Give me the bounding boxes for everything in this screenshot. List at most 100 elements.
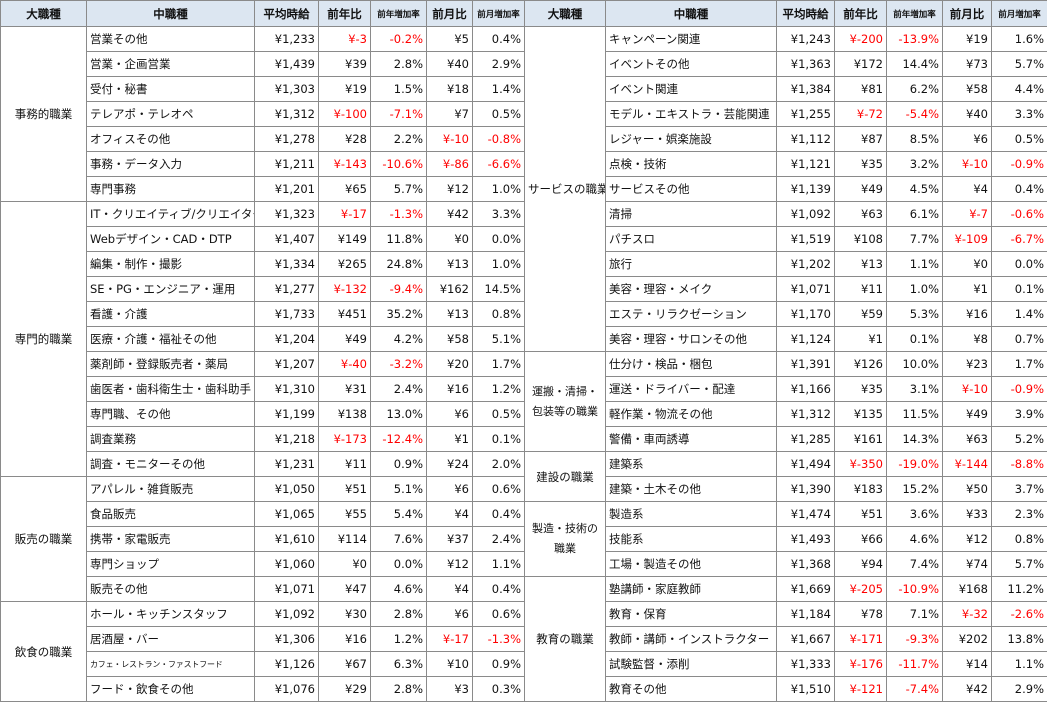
sub-category-cell: 薬剤師・登録販売者・薬局 [86, 351, 255, 377]
avg-wage-cell: ¥1,323 [254, 201, 319, 227]
header-avg-wage: 平均時給 [254, 0, 319, 27]
yoy-rate-cell: -13.9% [886, 26, 943, 52]
table-row: イベント関連 ¥1,384 ¥81 6.2% ¥58 4.4% [525, 76, 1047, 102]
sub-category-cell: 建築系 [605, 451, 777, 477]
table-row: 教師・講師・インストラクター ¥1,667 ¥-171 -9.3% ¥202 13.8% [525, 626, 1047, 652]
yoy-cell: ¥78 [834, 601, 887, 627]
table-row: 販売その他 ¥1,071 ¥47 4.6% ¥4 0.4% [1, 576, 525, 602]
yoy-rate-cell: 5.3% [886, 301, 943, 327]
yoy-rate-cell: 5.1% [370, 476, 427, 502]
mom-rate-cell: 4.4% [991, 76, 1047, 102]
mom-rate-cell: 1.6% [991, 26, 1047, 52]
yoy-rate-cell: 7.6% [370, 526, 427, 552]
mom-cell: ¥73 [942, 51, 992, 77]
yoy-rate-cell: 4.2% [370, 326, 427, 352]
yoy-cell: ¥126 [834, 351, 887, 377]
yoy-rate-cell: 7.1% [886, 601, 943, 627]
sub-category-cell: 医療・介護・福祉その他 [86, 326, 255, 352]
avg-wage-cell: ¥1,733 [254, 301, 319, 327]
yoy-rate-cell: 1.0% [886, 276, 943, 302]
yoy-cell: ¥161 [834, 426, 887, 452]
mom-cell: ¥19 [942, 26, 992, 52]
mom-rate-cell: -0.6% [991, 201, 1047, 227]
table-row: 教育・保育 ¥1,184 ¥78 7.1% ¥-32 -2.6% [525, 601, 1047, 627]
table-row: 点検・技術 ¥1,121 ¥35 3.2% ¥-10 -0.9% [525, 151, 1047, 177]
mom-cell: ¥-10 [942, 151, 992, 177]
sub-category-cell: 編集・制作・撮影 [86, 251, 255, 277]
avg-wage-cell: ¥1,139 [776, 176, 835, 202]
yoy-cell: ¥49 [318, 326, 371, 352]
sub-category-cell: 営業・企画営業 [86, 51, 255, 77]
yoy-cell: ¥13 [834, 251, 887, 277]
sub-category-cell: 教育・保育 [605, 601, 777, 627]
mom-cell: ¥-17 [426, 626, 473, 652]
mom-cell: ¥23 [942, 351, 992, 377]
sub-category-cell: ホール・キッチンスタッフ [86, 601, 255, 627]
yoy-rate-cell: 1.2% [370, 626, 427, 652]
sub-category-cell: 看護・介護 [86, 301, 255, 327]
table-row: パチスロ ¥1,519 ¥108 7.7% ¥-109 -6.7% [525, 226, 1047, 252]
mom-cell: ¥1 [942, 276, 992, 302]
wage-table-right: 大職種 中職種 平均時給 前年比 前年増加率 前月比 前月増加率 サービスの職業… [524, 0, 1047, 702]
mom-rate-cell: 0.4% [991, 176, 1047, 202]
mom-cell: ¥6 [426, 601, 473, 627]
yoy-cell: ¥-176 [834, 651, 887, 677]
mom-rate-cell: -6.7% [991, 226, 1047, 252]
mom-rate-cell: 0.6% [472, 601, 525, 627]
sub-category-cell: 調査業務 [86, 426, 255, 452]
avg-wage-cell: ¥1,166 [776, 376, 835, 402]
mom-cell: ¥-32 [942, 601, 992, 627]
mom-rate-cell: 0.8% [991, 526, 1047, 552]
sub-category-cell: 旅行 [605, 251, 777, 277]
avg-wage-cell: ¥1,494 [776, 451, 835, 477]
mom-cell: ¥-109 [942, 226, 992, 252]
sub-category-cell: 美容・理容・サロンその他 [605, 326, 777, 352]
header-major-category: 大職種 [0, 0, 87, 27]
yoy-rate-cell: 1.1% [886, 251, 943, 277]
sub-category-cell: 専門職、その他 [86, 401, 255, 427]
mom-cell: ¥162 [426, 276, 473, 302]
yoy-rate-cell: 14.4% [886, 51, 943, 77]
yoy-rate-cell: 3.1% [886, 376, 943, 402]
yoy-rate-cell: -1.3% [370, 201, 427, 227]
major-category-cell: 製造・技術の職業 [524, 501, 606, 577]
mom-rate-cell: 1.4% [991, 301, 1047, 327]
mom-rate-cell: 0.0% [472, 226, 525, 252]
avg-wage-cell: ¥1,060 [254, 551, 319, 577]
sub-category-cell: 建築・土木その他 [605, 476, 777, 502]
table-row: サービスその他 ¥1,139 ¥49 4.5% ¥4 0.4% [525, 176, 1047, 202]
mom-cell: ¥3 [426, 676, 473, 702]
yoy-cell: ¥31 [318, 376, 371, 402]
mom-rate-cell: 2.3% [991, 501, 1047, 527]
header-major-category: 大職種 [524, 0, 606, 27]
avg-wage-cell: ¥1,121 [776, 151, 835, 177]
yoy-cell: ¥-17 [318, 201, 371, 227]
avg-wage-cell: ¥1,202 [776, 251, 835, 277]
table-row: 携帯・家電販売 ¥1,610 ¥114 7.6% ¥37 2.4% [1, 526, 525, 552]
mom-rate-cell: -8.8% [991, 451, 1047, 477]
avg-wage-cell: ¥1,207 [254, 351, 319, 377]
yoy-cell: ¥-173 [318, 426, 371, 452]
table-row: 調査業務 ¥1,218 ¥-173 -12.4% ¥1 0.1% [1, 426, 525, 452]
yoy-cell: ¥-100 [318, 101, 371, 127]
mom-cell: ¥58 [426, 326, 473, 352]
mom-rate-cell: 1.0% [472, 176, 525, 202]
mom-rate-cell: 2.9% [991, 676, 1047, 702]
sub-category-cell: IT・クリエイティブ/クリエイターその他 [86, 201, 255, 227]
mom-cell: ¥1 [426, 426, 473, 452]
mom-rate-cell: 0.0% [991, 251, 1047, 277]
avg-wage-cell: ¥1,204 [254, 326, 319, 352]
mom-rate-cell: 0.4% [472, 501, 525, 527]
header-sub-category: 中職種 [605, 0, 777, 27]
mom-rate-cell: -2.6% [991, 601, 1047, 627]
sub-category-cell: 製造系 [605, 501, 777, 527]
yoy-rate-cell: 15.2% [886, 476, 943, 502]
yoy-rate-cell: 7.4% [886, 551, 943, 577]
avg-wage-cell: ¥1,126 [254, 651, 319, 677]
yoy-cell: ¥-200 [834, 26, 887, 52]
sub-category-cell: アパレル・雑貨販売 [86, 476, 255, 502]
table-row: 専門職、その他 ¥1,199 ¥138 13.0% ¥6 0.5% [1, 401, 525, 427]
sub-category-cell: 試験監督・添削 [605, 651, 777, 677]
yoy-rate-cell: 3.2% [886, 151, 943, 177]
table-row: 居酒屋・バー ¥1,306 ¥16 1.2% ¥-17 -1.3% [1, 626, 525, 652]
